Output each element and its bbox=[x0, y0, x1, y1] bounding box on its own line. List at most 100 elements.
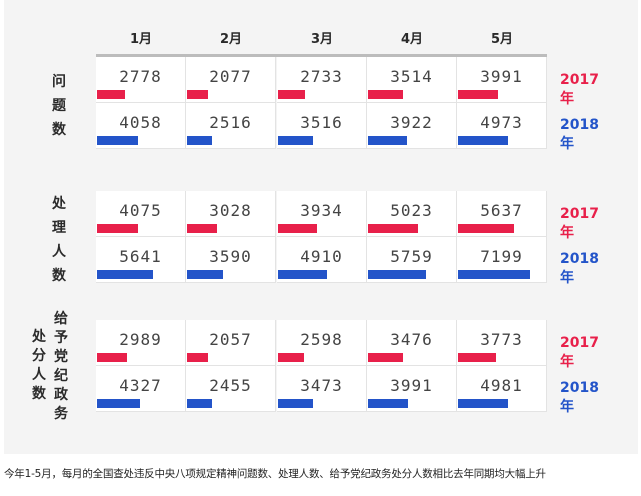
month-label: 4月 bbox=[400, 32, 424, 47]
value-label: 3991 bbox=[480, 67, 523, 86]
caption: 今年1-5月，每月的全国查处违反中央八项规定精神问题数、处理人数、给予党纪政务处… bbox=[4, 468, 546, 480]
value-bar bbox=[97, 90, 125, 99]
value-bar bbox=[187, 353, 208, 362]
value-bar bbox=[278, 353, 304, 362]
value-label: 3991 bbox=[390, 376, 433, 395]
data-cell: 2778 bbox=[96, 57, 186, 103]
data-cell: 4075 bbox=[96, 191, 186, 237]
value-label: 4075 bbox=[119, 201, 162, 220]
group-label-char: 给 bbox=[54, 311, 68, 327]
data-cell: 3516 bbox=[277, 103, 367, 149]
value-label: 3473 bbox=[300, 376, 343, 395]
group-label-char: 问 bbox=[52, 73, 66, 90]
series-year-label: 2017年 bbox=[560, 335, 599, 370]
value-bar bbox=[187, 136, 212, 145]
value-label: 4910 bbox=[300, 247, 343, 266]
month-label: 5月 bbox=[490, 32, 514, 47]
data-cell: 3028 bbox=[186, 191, 276, 237]
group-label-char: 分 bbox=[32, 348, 46, 364]
data-cell: 3590 bbox=[186, 237, 276, 283]
data-cell: 3476 bbox=[367, 320, 457, 366]
group-label: 处分人数 bbox=[30, 328, 48, 404]
data-cell: 5023 bbox=[367, 191, 457, 237]
value-bar bbox=[97, 224, 138, 233]
month-label: 3月 bbox=[310, 32, 334, 47]
group-label-char: 予 bbox=[54, 330, 68, 346]
group-label-char: 题 bbox=[52, 97, 66, 114]
header-divider bbox=[96, 54, 547, 57]
month-label: 1月 bbox=[129, 32, 153, 47]
value-bar bbox=[187, 224, 217, 233]
value-bar bbox=[187, 90, 208, 99]
data-cell: 2516 bbox=[186, 103, 276, 149]
data-cell: 4910 bbox=[277, 237, 367, 283]
value-bar bbox=[458, 90, 498, 99]
value-bar bbox=[97, 399, 140, 408]
value-label: 2516 bbox=[209, 113, 252, 132]
data-cell: 2077 bbox=[186, 57, 276, 103]
data-cell: 5641 bbox=[96, 237, 186, 283]
group-label-char: 纪 bbox=[54, 368, 68, 384]
value-bar bbox=[458, 136, 508, 145]
value-label: 2989 bbox=[119, 330, 162, 349]
value-label: 3934 bbox=[300, 201, 343, 220]
value-label: 4973 bbox=[480, 113, 523, 132]
value-label: 5759 bbox=[390, 247, 433, 266]
value-label: 4058 bbox=[119, 113, 162, 132]
value-label: 5641 bbox=[119, 247, 162, 266]
value-label: 2598 bbox=[300, 330, 343, 349]
value-bar bbox=[278, 270, 327, 279]
data-cell: 4981 bbox=[457, 366, 547, 412]
data-cell: 3473 bbox=[277, 366, 367, 412]
value-label: 3516 bbox=[300, 113, 343, 132]
series-row: 5641 3590 4910 5759 7199 2018年 bbox=[96, 237, 599, 286]
value-bar bbox=[187, 270, 223, 279]
value-label: 5023 bbox=[390, 201, 433, 220]
group-label-char: 人 bbox=[52, 243, 66, 260]
group-label-char: 人 bbox=[32, 367, 46, 383]
value-bar bbox=[458, 270, 530, 279]
group-label: 给予党纪政务 bbox=[52, 310, 70, 424]
group-label-char: 党 bbox=[54, 349, 68, 365]
series-year-label: 2018年 bbox=[560, 117, 599, 152]
group-label: 问题数 bbox=[50, 70, 68, 142]
value-bar bbox=[278, 224, 317, 233]
data-cell: 2057 bbox=[186, 320, 276, 366]
value-bar bbox=[97, 353, 127, 362]
value-label: 4981 bbox=[480, 376, 523, 395]
value-bar bbox=[368, 270, 426, 279]
value-bar bbox=[368, 224, 418, 233]
value-label: 2057 bbox=[209, 330, 252, 349]
value-bar bbox=[97, 270, 153, 279]
group-label-char: 政 bbox=[54, 387, 68, 403]
value-label: 2077 bbox=[209, 67, 252, 86]
value-bar bbox=[187, 399, 212, 408]
data-cell: 5637 bbox=[457, 191, 547, 237]
value-label: 2778 bbox=[119, 67, 162, 86]
value-label: 3514 bbox=[390, 67, 433, 86]
series-year-label: 2017年 bbox=[560, 206, 599, 241]
data-cell: 4973 bbox=[457, 103, 547, 149]
group-label-char: 处 bbox=[32, 329, 46, 345]
value-label: 3773 bbox=[480, 330, 523, 349]
series-row: 4058 2516 3516 3922 4973 2018年 bbox=[96, 103, 599, 152]
data-cell: 4327 bbox=[96, 366, 186, 412]
value-label: 2733 bbox=[300, 67, 343, 86]
data-cell: 2598 bbox=[277, 320, 367, 366]
data-cell: 4058 bbox=[96, 103, 186, 149]
data-cell: 7199 bbox=[457, 237, 547, 283]
value-bar bbox=[278, 136, 313, 145]
series-row: 2778 2077 2733 3514 3991 2017年 bbox=[96, 57, 599, 107]
group-label-char: 理 bbox=[52, 219, 66, 236]
group-label-char: 数 bbox=[52, 121, 66, 138]
data-cell: 2989 bbox=[96, 320, 186, 366]
value-label: 7199 bbox=[480, 247, 523, 266]
series-year-label: 2018年 bbox=[560, 251, 599, 286]
value-label: 3476 bbox=[390, 330, 433, 349]
group-label-char: 数 bbox=[52, 267, 66, 284]
series-row: 4075 3028 3934 5023 5637 2017年 bbox=[96, 191, 599, 241]
group-label: 处理人数 bbox=[50, 192, 68, 288]
data-cell: 2455 bbox=[186, 366, 276, 412]
value-bar bbox=[458, 353, 496, 362]
series-year-label: 2018年 bbox=[560, 380, 599, 415]
